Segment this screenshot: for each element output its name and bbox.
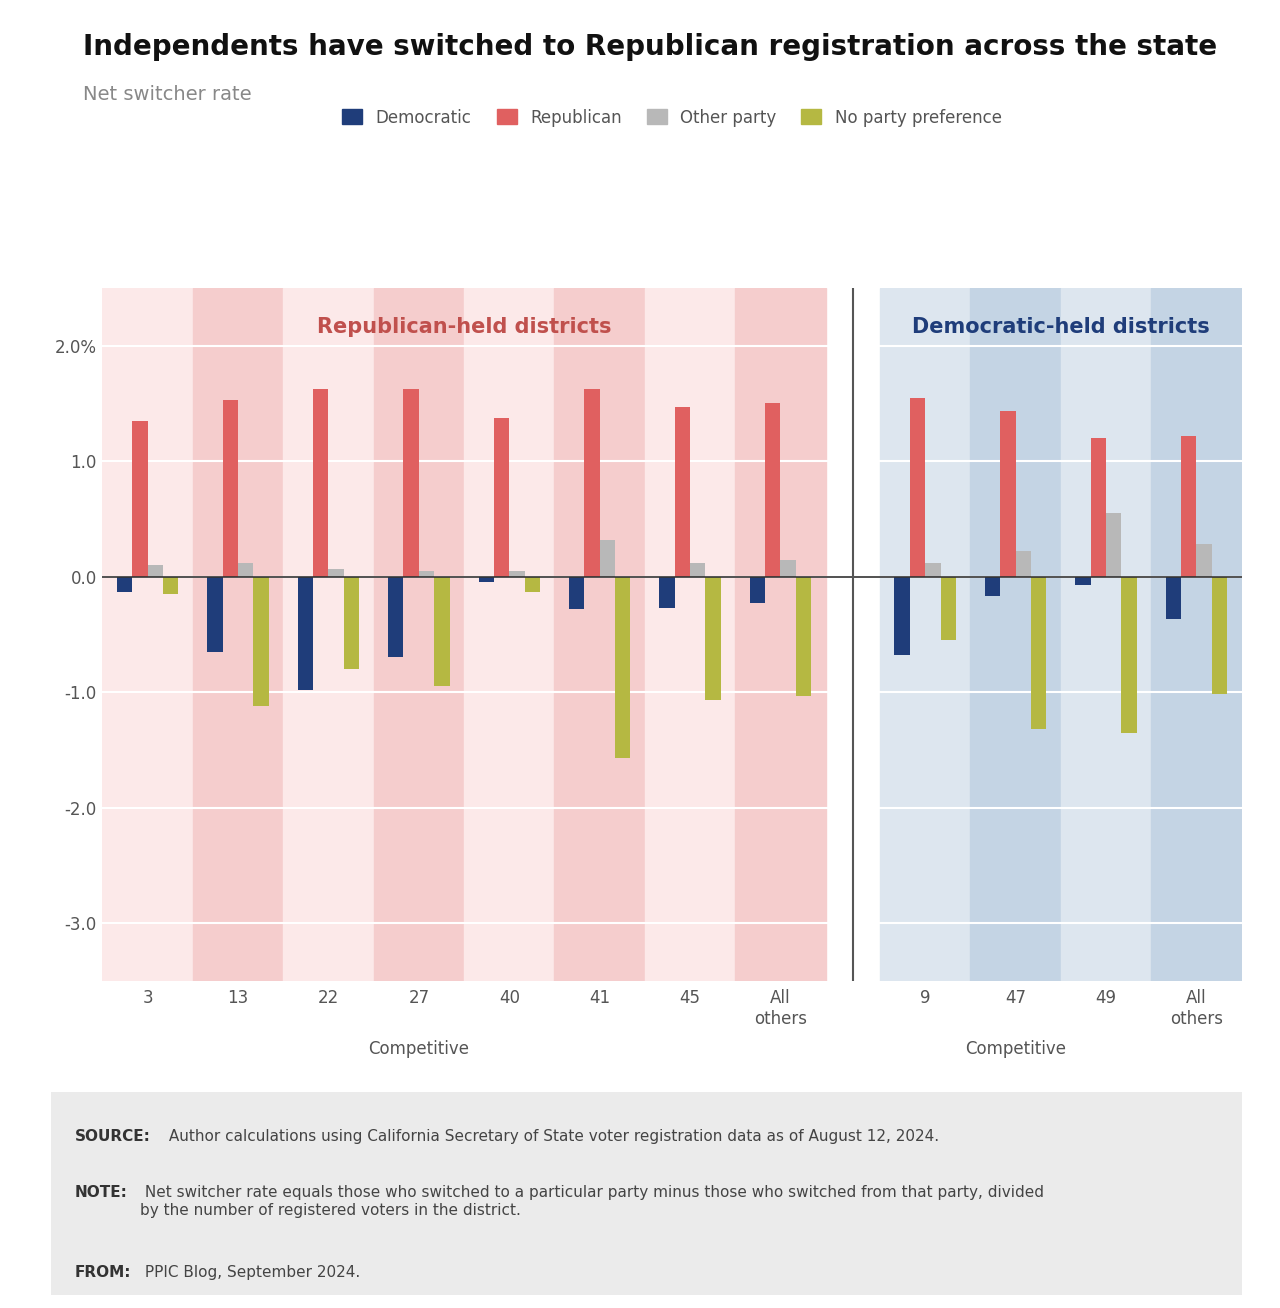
Bar	[910, 398, 925, 577]
Bar	[765, 403, 781, 577]
Bar	[434, 577, 449, 687]
Bar	[314, 390, 329, 577]
Bar	[283, 288, 374, 981]
Bar	[984, 577, 1000, 596]
Bar	[941, 577, 956, 640]
Bar	[1212, 577, 1228, 695]
Bar	[1091, 438, 1106, 577]
Bar	[599, 540, 614, 577]
Bar	[705, 577, 721, 700]
Bar	[750, 577, 765, 603]
Bar	[253, 577, 269, 706]
Bar	[1151, 288, 1242, 981]
Bar	[374, 288, 465, 981]
Bar	[494, 419, 509, 577]
Bar	[465, 288, 554, 981]
Bar	[147, 565, 163, 577]
Bar	[1075, 577, 1091, 585]
Text: Democratic-held districts: Democratic-held districts	[911, 317, 1210, 336]
Bar	[419, 570, 434, 577]
Bar	[1166, 577, 1181, 620]
Text: Net switcher rate equals those who switched to a particular party minus those wh: Net switcher rate equals those who switc…	[141, 1185, 1044, 1218]
Bar	[781, 560, 796, 577]
Bar	[388, 577, 403, 658]
Bar	[970, 288, 1061, 981]
Bar	[645, 288, 735, 981]
Text: Republican-held districts: Republican-held districts	[317, 317, 612, 336]
Bar	[614, 577, 631, 759]
Bar	[479, 577, 494, 582]
Bar	[193, 288, 283, 981]
Bar	[509, 570, 525, 577]
Bar	[525, 577, 540, 591]
Bar	[116, 577, 132, 591]
Bar	[675, 407, 690, 577]
Text: Competitive: Competitive	[369, 1040, 470, 1058]
Bar	[403, 390, 419, 577]
Text: FROM:: FROM:	[76, 1265, 132, 1279]
Bar	[554, 288, 645, 981]
Bar	[879, 288, 970, 981]
Text: NOTE:: NOTE:	[76, 1185, 128, 1201]
Bar	[163, 577, 178, 594]
Text: Net switcher rate: Net switcher rate	[83, 85, 252, 105]
Text: Author calculations using California Secretary of State voter registration data : Author calculations using California Sec…	[164, 1129, 940, 1143]
Bar	[1197, 544, 1212, 577]
Bar	[329, 569, 344, 577]
Bar	[796, 577, 812, 696]
Bar	[690, 562, 705, 577]
Bar	[1030, 577, 1046, 729]
Bar	[1106, 513, 1121, 577]
Bar	[735, 288, 826, 981]
Bar	[207, 577, 223, 651]
Text: PPIC Blog, September 2024.: PPIC Blog, September 2024.	[141, 1265, 361, 1279]
Bar	[925, 562, 941, 577]
Text: Competitive: Competitive	[965, 1040, 1066, 1058]
Bar	[895, 577, 910, 655]
Bar	[584, 390, 599, 577]
Bar	[1000, 412, 1015, 577]
Bar	[1121, 577, 1137, 732]
Bar	[344, 577, 360, 670]
Bar	[568, 577, 584, 610]
Bar	[1181, 436, 1197, 577]
Text: Independents have switched to Republican registration across the state: Independents have switched to Republican…	[83, 33, 1217, 60]
Bar	[238, 562, 253, 577]
Text: SOURCE:: SOURCE:	[76, 1129, 151, 1143]
Bar	[223, 400, 238, 577]
Bar	[1061, 288, 1151, 981]
Bar	[132, 421, 147, 577]
Bar	[1015, 551, 1030, 577]
Bar	[298, 577, 314, 689]
Bar	[659, 577, 675, 608]
Bar	[102, 288, 193, 981]
Legend: Democratic, Republican, Other party, No party preference: Democratic, Republican, Other party, No …	[335, 102, 1009, 133]
